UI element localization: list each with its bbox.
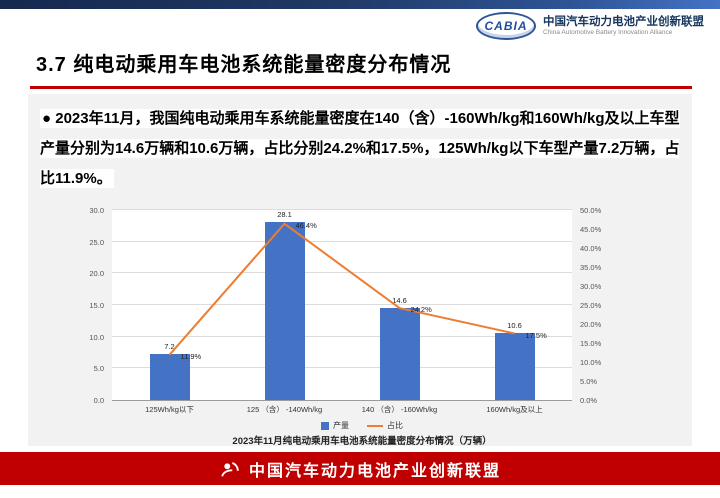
category-label: 125 （含） -140Wh/kg [246,405,323,414]
title-underline [30,86,692,89]
left-axis-tick: 20.0 [89,269,104,279]
brand-text: 中国汽车动力电池产业创新联盟 China Automotive Battery … [543,16,704,37]
right-axis-tick: 50.0% [580,206,602,215]
bullet-marker: ● [42,110,52,127]
chart: 0.0 5.0 10.0 15.0 20.0 25.0 30.0 7.2 28.1 14.6 10… [62,200,662,447]
right-axis-tick: 25.0% [580,301,602,310]
bar-value-label: 14.6 [392,295,407,305]
line-value-label: 11.9% [180,351,202,361]
cabia-logo: CABIA [476,12,536,40]
footer-logo-icon [221,461,239,477]
legend-swatch-line [367,424,383,427]
left-axis: 0.0 5.0 10.0 15.0 20.0 25.0 30.0 [62,206,107,405]
bar [379,307,420,400]
right-axis-tick: 5.0% [580,377,598,386]
top-accent-bar [0,0,720,9]
legend-swatch-bar [321,421,329,430]
footer-bar: 中国汽车动力电池产业创新联盟 [0,452,720,485]
gridline [112,272,572,274]
content-area: ● 2023年11月，我国纯电动乘用车系统能量密度在140（含）-160Wh/k… [28,94,692,447]
summary-text: 2023年11月，我国纯电动乘用车系统能量密度在140（含）-160Wh/kg和… [40,110,680,187]
right-axis-tick: 35.0% [580,263,602,272]
right-axis-tick: 45.0% [580,225,602,234]
category-label: 160Wh/kg及以上 [486,405,543,414]
legend-item: 产量 [321,420,349,431]
left-axis-tick: 10.0 [89,332,104,342]
left-axis-tick: 0.0 [93,396,104,405]
category-label: 125Wh/kg以下 [145,405,194,414]
legend-label: 产量 [333,421,349,430]
right-axis: 0.0% 5.0% 10.0% 15.0% 20.0% 25.0% 30.0% 35.0% 40… [578,206,626,405]
right-axis-tick: 0.0% [580,396,598,405]
right-axis-tick: 20.0% [580,320,602,329]
bar [264,222,305,400]
chart-legend: 产量 占比 [62,420,662,431]
cabia-logo-text: CABIA [484,19,528,33]
header-brand: CABIA 中国汽车动力电池产业创新联盟 China Automotive Ba… [476,12,704,40]
left-axis-tick: 30.0 [89,206,104,215]
line-value-label: 17.5% [525,330,547,340]
chart-title: 2023年11月纯电动乘用车电池系统能量密度分布情况（万辆） [232,436,492,447]
gridline [112,209,572,210]
left-axis-tick: 15.0 [89,301,104,310]
left-axis-tick: 25.0 [89,237,104,247]
line-value-label: 46.4% [295,220,317,230]
right-axis-tick: 40.0% [580,244,602,253]
left-axis-tick: 5.0 [93,364,104,374]
summary-bullet: ● 2023年11月，我国纯电动乘用车系统能量密度在140（含）-160Wh/k… [40,104,682,194]
bar [494,332,535,400]
legend-item: 占比 [367,420,403,431]
bar-value-label: 10.6 [507,320,522,330]
page-title: 3.7 纯电动乘用车电池系统能量密度分布情况 [36,54,452,76]
right-axis-tick: 30.0% [580,282,602,291]
gridline [112,367,572,369]
gridline [112,304,572,305]
gridline [112,240,572,242]
brand-name-cn: 中国汽车动力电池产业创新联盟 [543,15,704,28]
footer-org-name: 中国汽车动力电池产业创新联盟 [248,462,501,480]
line-value-label: 24.2% [410,305,432,315]
right-axis-tick: 10.0% [580,358,602,367]
legend-label: 占比 [387,421,403,430]
category-labels: 125Wh/kg以下 125 （含） -140Wh/kg 140 （含） -160W… [112,404,572,415]
bar [149,354,190,400]
brand-name-en: China Automotive Battery Innovation Alli… [543,28,673,36]
category-label: 140 （含） -160Wh/kg [361,405,438,414]
plot-area: 7.2 28.1 14.6 10.6 11.9% 46.4% 24.2% 17.5% [112,209,572,401]
right-axis-tick: 15.0% [580,339,602,348]
bar-value-label: 7.2 [164,342,175,352]
bar-value-label: 28.1 [277,210,292,220]
